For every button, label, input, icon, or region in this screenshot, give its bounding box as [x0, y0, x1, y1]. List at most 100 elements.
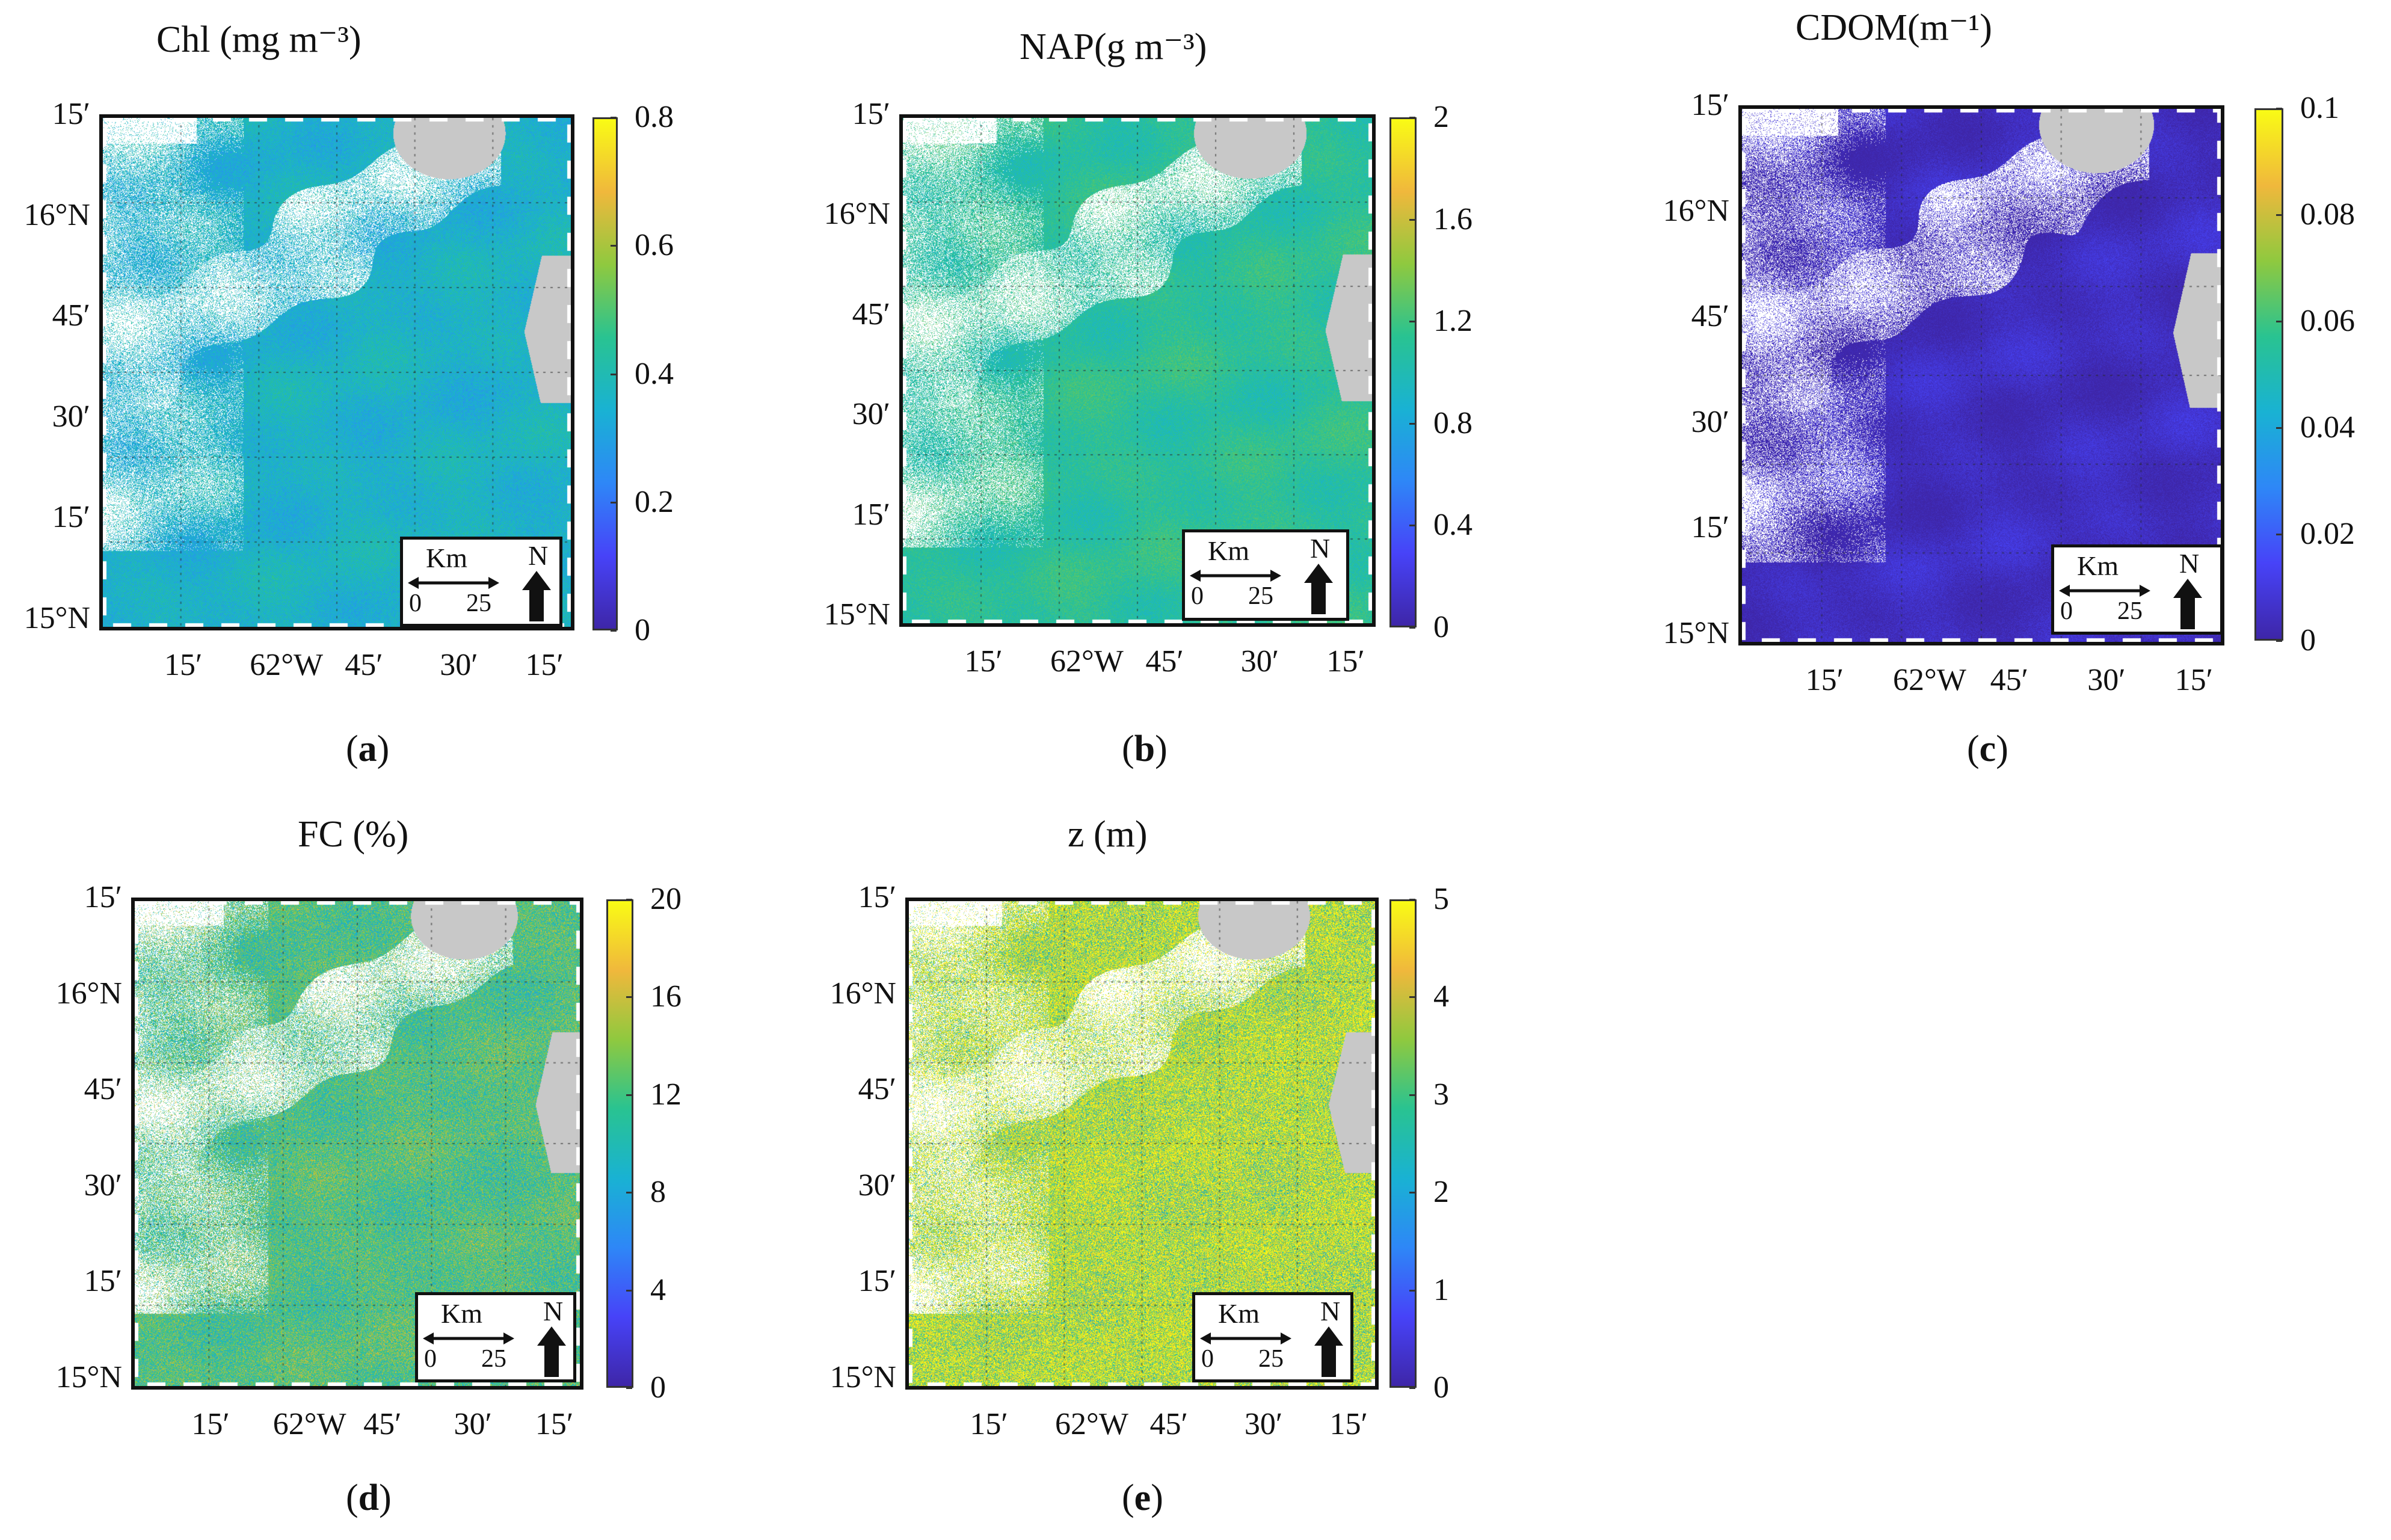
- colorbar-tick-mark: [626, 1289, 632, 1292]
- y-axis-label: 45′: [52, 298, 90, 333]
- scale-end-label: 25: [1248, 582, 1273, 610]
- colorbar-tick-label: 20: [650, 882, 682, 916]
- y-axis-label: 45′: [1691, 299, 1729, 334]
- panel-b-caption: (b): [1122, 728, 1168, 769]
- colorbar-tick-label: 0.8: [635, 100, 674, 134]
- x-axis-label: 62°W: [1893, 663, 1966, 697]
- colorbar-tick-label: 0: [650, 1370, 666, 1405]
- colorbar-tick-label: 0: [1433, 1370, 1449, 1405]
- colorbar-tick-label: 1: [1433, 1272, 1449, 1307]
- scale-unit-label: Km: [1218, 1298, 1260, 1329]
- scale-start-label: 0: [409, 590, 422, 617]
- colorbar-tick-label: 4: [650, 1272, 666, 1307]
- colorbar-tick-mark: [1409, 422, 1415, 425]
- y-axis-label: 15′: [858, 1264, 896, 1299]
- colorbar-tick-mark: [611, 501, 617, 504]
- scale-and-north-arrow-icon: [1190, 564, 1333, 614]
- panel-e-caption: (e): [1122, 1477, 1163, 1518]
- colorbar-tick-label: 0.06: [2300, 304, 2355, 338]
- colorbar-tick-label: 8: [650, 1175, 666, 1210]
- x-axis-label: 15′: [191, 1407, 230, 1441]
- colorbar-tick-label: 0.1: [2300, 91, 2339, 125]
- colorbar-tick-mark: [611, 630, 617, 632]
- x-axis-label: 62°W: [272, 1407, 346, 1441]
- x-axis-label: 15′: [1329, 1407, 1368, 1441]
- colorbar-tick-label: 0: [635, 613, 650, 647]
- colorbar-tick-label: 0.2: [635, 484, 674, 519]
- colorbar-tick-label: 0.04: [2300, 410, 2355, 445]
- y-axis-label: 45′: [84, 1072, 122, 1107]
- colorbar-tick-mark: [626, 1094, 632, 1096]
- y-axis-label: 16°N: [1663, 193, 1729, 228]
- scale-end-label: 25: [466, 590, 491, 617]
- y-axis-label: 45′: [852, 297, 890, 331]
- colorbar-tick-mark: [2276, 321, 2282, 322]
- colorbar-tick-label: 5: [1433, 882, 1449, 916]
- y-axis-label: 15°N: [829, 1360, 896, 1394]
- x-axis-label: 15′: [964, 644, 1003, 679]
- y-axis-label: 16°N: [829, 976, 896, 1011]
- scale-end-label: 25: [481, 1345, 506, 1373]
- x-axis-label: 62°W: [250, 648, 324, 682]
- x-axis-label: 15′: [535, 1407, 574, 1441]
- scale-unit-label: Km: [1208, 535, 1249, 566]
- colorbar-tick-mark: [1409, 1192, 1415, 1194]
- colorbar-tick-mark: [611, 117, 617, 119]
- colorbar-tick-mark: [626, 1387, 632, 1389]
- panel-d-scale-legend: Km 0 25 N: [415, 1292, 576, 1382]
- x-axis-label: 30′: [440, 648, 478, 682]
- y-axis-label: 30′: [1691, 404, 1729, 439]
- y-axis-label: 30′: [84, 1168, 122, 1203]
- colorbar-tick-label: 1.6: [1433, 202, 1472, 236]
- colorbar-tick-label: 4: [1433, 979, 1449, 1014]
- colorbar-tick-label: 0.02: [2300, 517, 2355, 551]
- colorbar-tick-label: 0: [1433, 610, 1449, 644]
- scale-unit-label: Km: [441, 1298, 482, 1329]
- y-axis-label: 30′: [852, 397, 890, 432]
- colorbar-tick-mark: [2276, 640, 2282, 642]
- panel-c-caption: (c): [1967, 728, 2008, 769]
- scale-start-label: 0: [1201, 1345, 1214, 1373]
- x-axis-label: 30′: [2087, 663, 2126, 697]
- colorbar-tick-label: 0: [2300, 623, 2316, 658]
- y-axis-label: 15°N: [1663, 616, 1729, 650]
- colorbar-tick-label: 3: [1433, 1077, 1449, 1112]
- y-axis-label: 15′: [852, 97, 890, 131]
- panel-a-caption: (a): [346, 728, 390, 769]
- colorbar-tick-mark: [611, 373, 617, 375]
- colorbar-tick-mark: [626, 899, 632, 901]
- panel-d-title: FC (%): [298, 814, 409, 855]
- colorbar-tick-mark: [1409, 218, 1415, 221]
- y-axis-label: 15′: [1691, 88, 1729, 122]
- colorbar-tick-mark: [2276, 534, 2282, 535]
- y-axis-label: 15°N: [55, 1360, 122, 1394]
- scale-and-north-arrow-icon: [1200, 1326, 1343, 1377]
- x-axis-label: 62°W: [1055, 1407, 1128, 1441]
- x-axis-label: 30′: [1244, 1407, 1283, 1441]
- north-label: N: [543, 1296, 564, 1326]
- panel-d-colorbar: [606, 899, 633, 1388]
- colorbar-tick-label: 0.6: [635, 228, 674, 263]
- colorbar-tick-label: 2: [1433, 1175, 1449, 1210]
- colorbar-tick-label: 1.2: [1433, 304, 1472, 339]
- scale-and-north-arrow-icon: [423, 1326, 566, 1377]
- x-axis-label: 45′: [363, 1407, 402, 1441]
- y-axis-label: 16°N: [23, 197, 90, 232]
- y-axis-label: 30′: [858, 1168, 896, 1203]
- colorbar-tick-mark: [1409, 996, 1415, 999]
- colorbar-tick-mark: [2276, 214, 2282, 216]
- y-axis-label: 15′: [84, 880, 122, 914]
- panel-a-title: Chl (mg m⁻³): [156, 19, 362, 60]
- colorbar-tick-label: 12: [650, 1077, 682, 1112]
- colorbar-tick-mark: [1409, 1094, 1415, 1096]
- scale-and-north-arrow-icon: [408, 571, 551, 621]
- north-label: N: [528, 540, 549, 571]
- x-axis-label: 45′: [1145, 644, 1184, 679]
- panel-b-colorbar: [1389, 117, 1417, 627]
- y-axis-label: 15′: [84, 1264, 122, 1299]
- y-axis-label: 15′: [852, 497, 890, 532]
- x-axis-label: 30′: [1240, 644, 1279, 679]
- colorbar-tick-mark: [1409, 1387, 1415, 1389]
- y-axis-label: 45′: [858, 1072, 896, 1107]
- north-label: N: [1310, 533, 1331, 564]
